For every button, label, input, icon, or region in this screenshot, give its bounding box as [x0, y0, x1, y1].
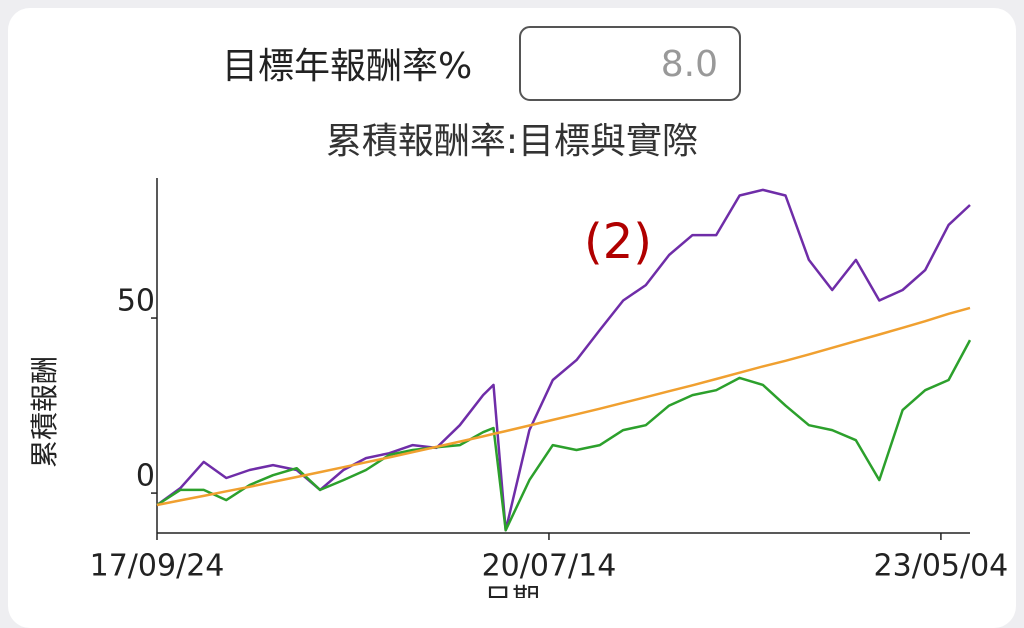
x-tick-label: 23/05/04 [874, 549, 1009, 584]
annotation: (2) [584, 214, 652, 270]
x-axis-label: 日期 [484, 582, 540, 598]
series-line [156, 339, 972, 532]
y-tick-label: 50 [117, 284, 155, 319]
rate-label: 目標年報酬率% [222, 46, 472, 87]
series-line [156, 188, 971, 532]
page: {"form": {"label": "目標年報酬率%", "input_val… [8, 8, 1016, 628]
y-tick-label: 0 [136, 459, 155, 494]
rate-input[interactable] [519, 26, 741, 101]
x-tick-label: 17/09/24 [90, 549, 225, 584]
chart-title: 累積報酬率:目標與實際 [326, 121, 698, 162]
chart: 目標年報酬率% 8.0 累積報酬率:目標與實際 累積報酬 日期 (2) 0 50 1… [28, 26, 1009, 598]
rate-input-value[interactable]: 8.0 [661, 44, 718, 85]
y-axis-label: 累積報酬 [28, 356, 61, 468]
card [8, 8, 1016, 628]
x-tick-label: 20/07/14 [482, 549, 617, 584]
series-line [156, 306, 971, 507]
